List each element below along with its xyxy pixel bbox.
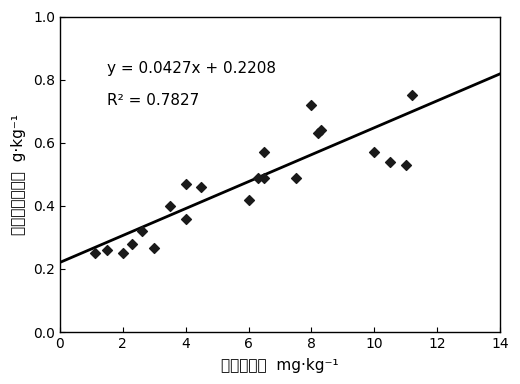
Point: [370, 149, 379, 156]
Point: [181, 181, 190, 187]
Point: [90, 250, 99, 256]
Point: [197, 184, 205, 190]
Y-axis label: 生菜叶中磷含量  g·kg⁻¹: 生菜叶中磷含量 g·kg⁻¹: [11, 114, 26, 235]
Text: R² = 0.7827: R² = 0.7827: [107, 93, 199, 108]
Point: [150, 245, 159, 252]
Point: [137, 228, 146, 234]
Point: [103, 247, 111, 253]
Point: [181, 215, 190, 222]
X-axis label: 土壤有效磷  mg·kg⁻¹: 土壤有效磷 mg·kg⁻¹: [221, 358, 339, 373]
Point: [292, 174, 300, 180]
Point: [260, 149, 268, 156]
Point: [254, 174, 262, 180]
Point: [408, 93, 416, 99]
Point: [166, 203, 174, 209]
Point: [244, 197, 253, 203]
Text: y = 0.0427x + 0.2208: y = 0.0427x + 0.2208: [107, 61, 276, 76]
Point: [307, 102, 316, 108]
Point: [260, 174, 268, 180]
Point: [401, 162, 410, 168]
Point: [119, 250, 127, 256]
Point: [386, 159, 394, 165]
Point: [128, 241, 136, 247]
Point: [314, 130, 322, 136]
Point: [317, 127, 325, 133]
